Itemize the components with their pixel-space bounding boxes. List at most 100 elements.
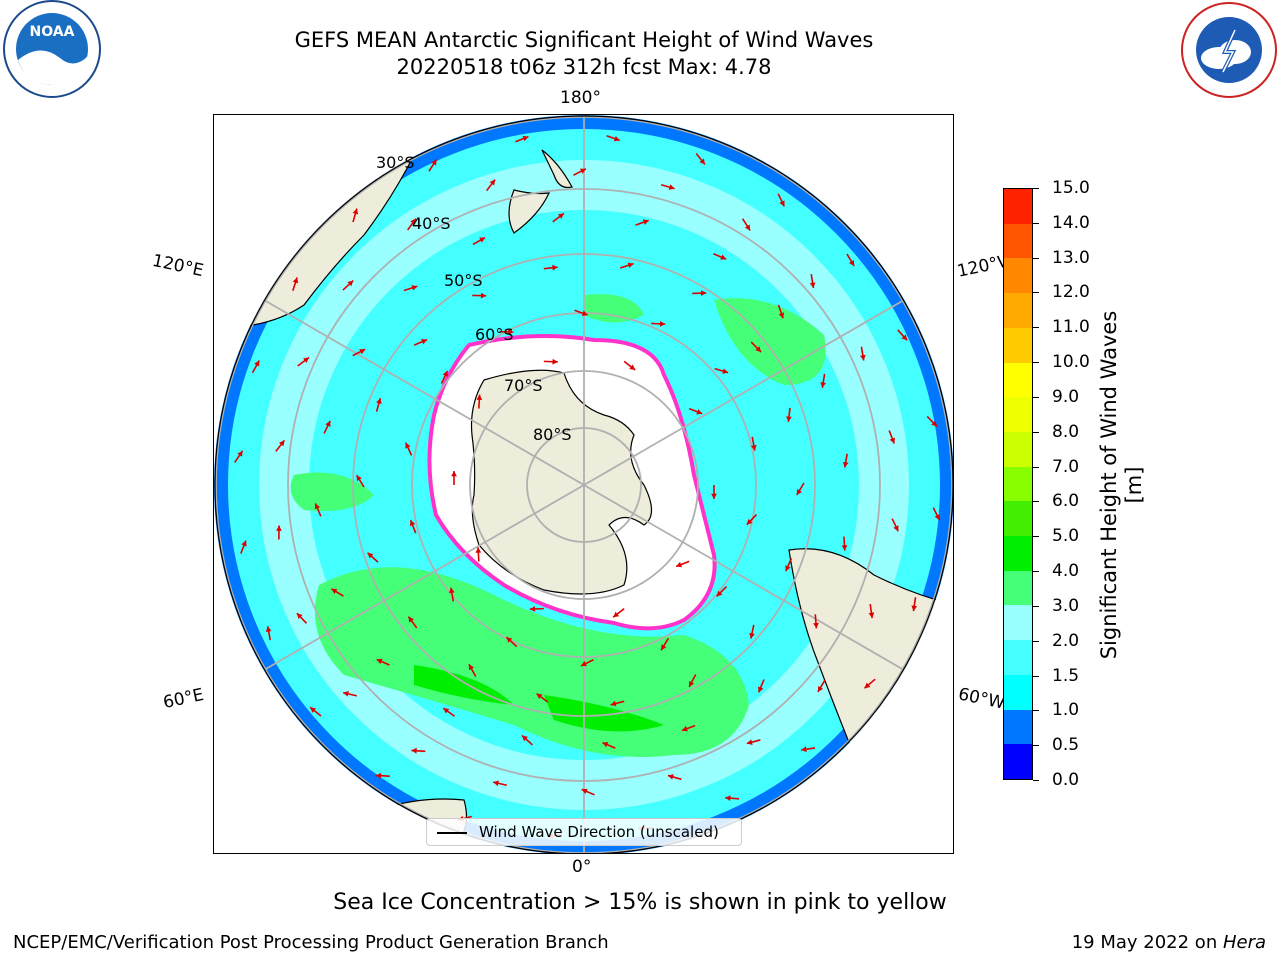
wave-arrow-head [758,686,764,693]
wave-arrow-head [522,735,528,742]
wave-arrow-head [746,518,753,525]
wave-arrow-head [749,632,755,639]
colorbar-tick-label: 2.0 [1052,630,1080,651]
colorbar-tick-label: 0.5 [1052,735,1080,756]
wave-arrow-head [786,416,792,422]
colorbar-tick [1033,362,1039,364]
wave-arrow-head [848,260,855,267]
wave-arrow-head [493,780,499,787]
colorbar-tick-label: 0.0 [1052,770,1080,790]
lat-label-40s: 40°S [412,214,451,233]
wave-arrow-head [310,707,316,713]
colorbar-tick-label: 10.0 [1052,352,1090,373]
lat-label-60s: 60°S [475,325,514,344]
wave-arrow-head [296,613,303,619]
wave-arrow-head [411,747,417,754]
nws-logo [1181,2,1277,98]
colorbar-label: Significant Height of Wind Waves [m] [1097,310,1146,660]
colorbar-segment [1004,570,1032,606]
colorbar-tick-label: 9.0 [1052,386,1080,407]
footer-date: 19 May 2022 on Hera [1072,932,1266,953]
wave-arrow-head [602,742,609,748]
wave-arrow-head [352,208,359,215]
colorbar-tick-label: 6.0 [1052,491,1080,512]
wave-arrow-head [431,159,437,166]
wave-arrow-head [557,213,564,219]
colorbar-tick [1033,640,1039,642]
colorbar-tick [1033,501,1039,503]
wave-arrow-head [278,440,285,447]
wave-arrow-head [610,700,617,707]
wave-arrow-head [356,475,362,482]
lat-label-70s: 70°S [504,376,543,395]
wave-arrow-head [613,611,620,618]
lat-label-30s: 30°S [376,153,415,172]
high-wave-zone-pacific [714,298,826,385]
colorbar-tick [1033,571,1039,573]
colorbar-segment [1004,397,1032,432]
wave-arrow-head [375,772,382,779]
colorbar-tick [1033,605,1039,607]
colorbar-tick [1033,431,1039,433]
africa-land [214,754,295,816]
colorbar-tick-label: 4.0 [1052,561,1080,582]
wave-arrow-head [376,398,382,404]
wave-arrow-head [889,437,896,444]
wave-arrow-head [265,626,272,632]
wave-arrow-head [642,219,649,225]
wave-arrow-head [581,788,588,795]
wave-arrow-head [868,612,875,618]
wave-arrow-head [711,493,717,499]
legend-label: Wind Wave Direction (unscaled) [479,823,719,841]
wave-arrow-head [699,158,705,165]
wave-arrow-head [700,290,707,297]
new-zealand-north [541,149,573,189]
wave-arrow-head [744,224,751,231]
wave-arrow-head [668,184,675,190]
wave-arrow-head [552,264,558,271]
wave-arrow-head [421,339,428,345]
lat-label-50s: 50°S [444,271,483,290]
colorbar-tick-label: 15.0 [1052,178,1090,198]
colorbar-tick [1033,327,1039,329]
colorbar-tick [1033,675,1039,677]
wave-arrow-head [405,442,411,449]
wave-arrow-head [629,364,636,371]
lon-label-60e: 60°E [161,684,206,714]
colorbar-segment [1004,293,1032,328]
wave-arrow-head [409,520,416,527]
colorbar-tick-label: 11.0 [1052,317,1090,338]
noaa-logo: NOAA [3,0,101,98]
noaa-logo-text: NOAA [30,24,75,40]
wave-arrow-head [864,682,871,689]
colorbar-tick-label: 14.0 [1052,212,1090,233]
colorbar-segment [1004,362,1032,398]
colorbar-tick [1033,257,1039,259]
wave-arrow-head [681,725,688,732]
colorbar-tick [1033,188,1039,189]
wave-arrow-head [841,545,848,551]
wave-arrow-head [842,461,849,468]
colorbar-tick-label: 12.0 [1052,282,1090,303]
colorbar-tick-label: 8.0 [1052,421,1080,442]
colorbar-tick [1033,780,1039,781]
wave-arrow-head [529,606,536,612]
wave-arrow-head [725,795,731,802]
wave-arrow-head [934,514,940,521]
wave-arrow-head [696,409,703,415]
wave-arrow-head [476,394,483,401]
colorbar-tick [1033,396,1039,398]
wave-arrow-head [442,370,448,377]
wave-arrow-head [411,285,418,291]
wave-arrow-head [347,280,354,287]
wave-arrow-head [627,262,634,269]
colorbar-segment [1004,258,1032,294]
chart-subtitle-run: 20220518 t06z 312h fcst Max: 4.78 [396,55,772,79]
colorbar-tick-label: 3.0 [1052,595,1080,616]
footer-credit: NCEP/EMC/Verification Post Processing Pr… [13,932,609,953]
wave-arrow-head [779,200,785,207]
wave-arrow-head [579,168,586,174]
high-wave-zone-north [584,294,644,323]
wave-arrow-head [480,292,487,299]
wave-arrow-head [367,552,374,559]
